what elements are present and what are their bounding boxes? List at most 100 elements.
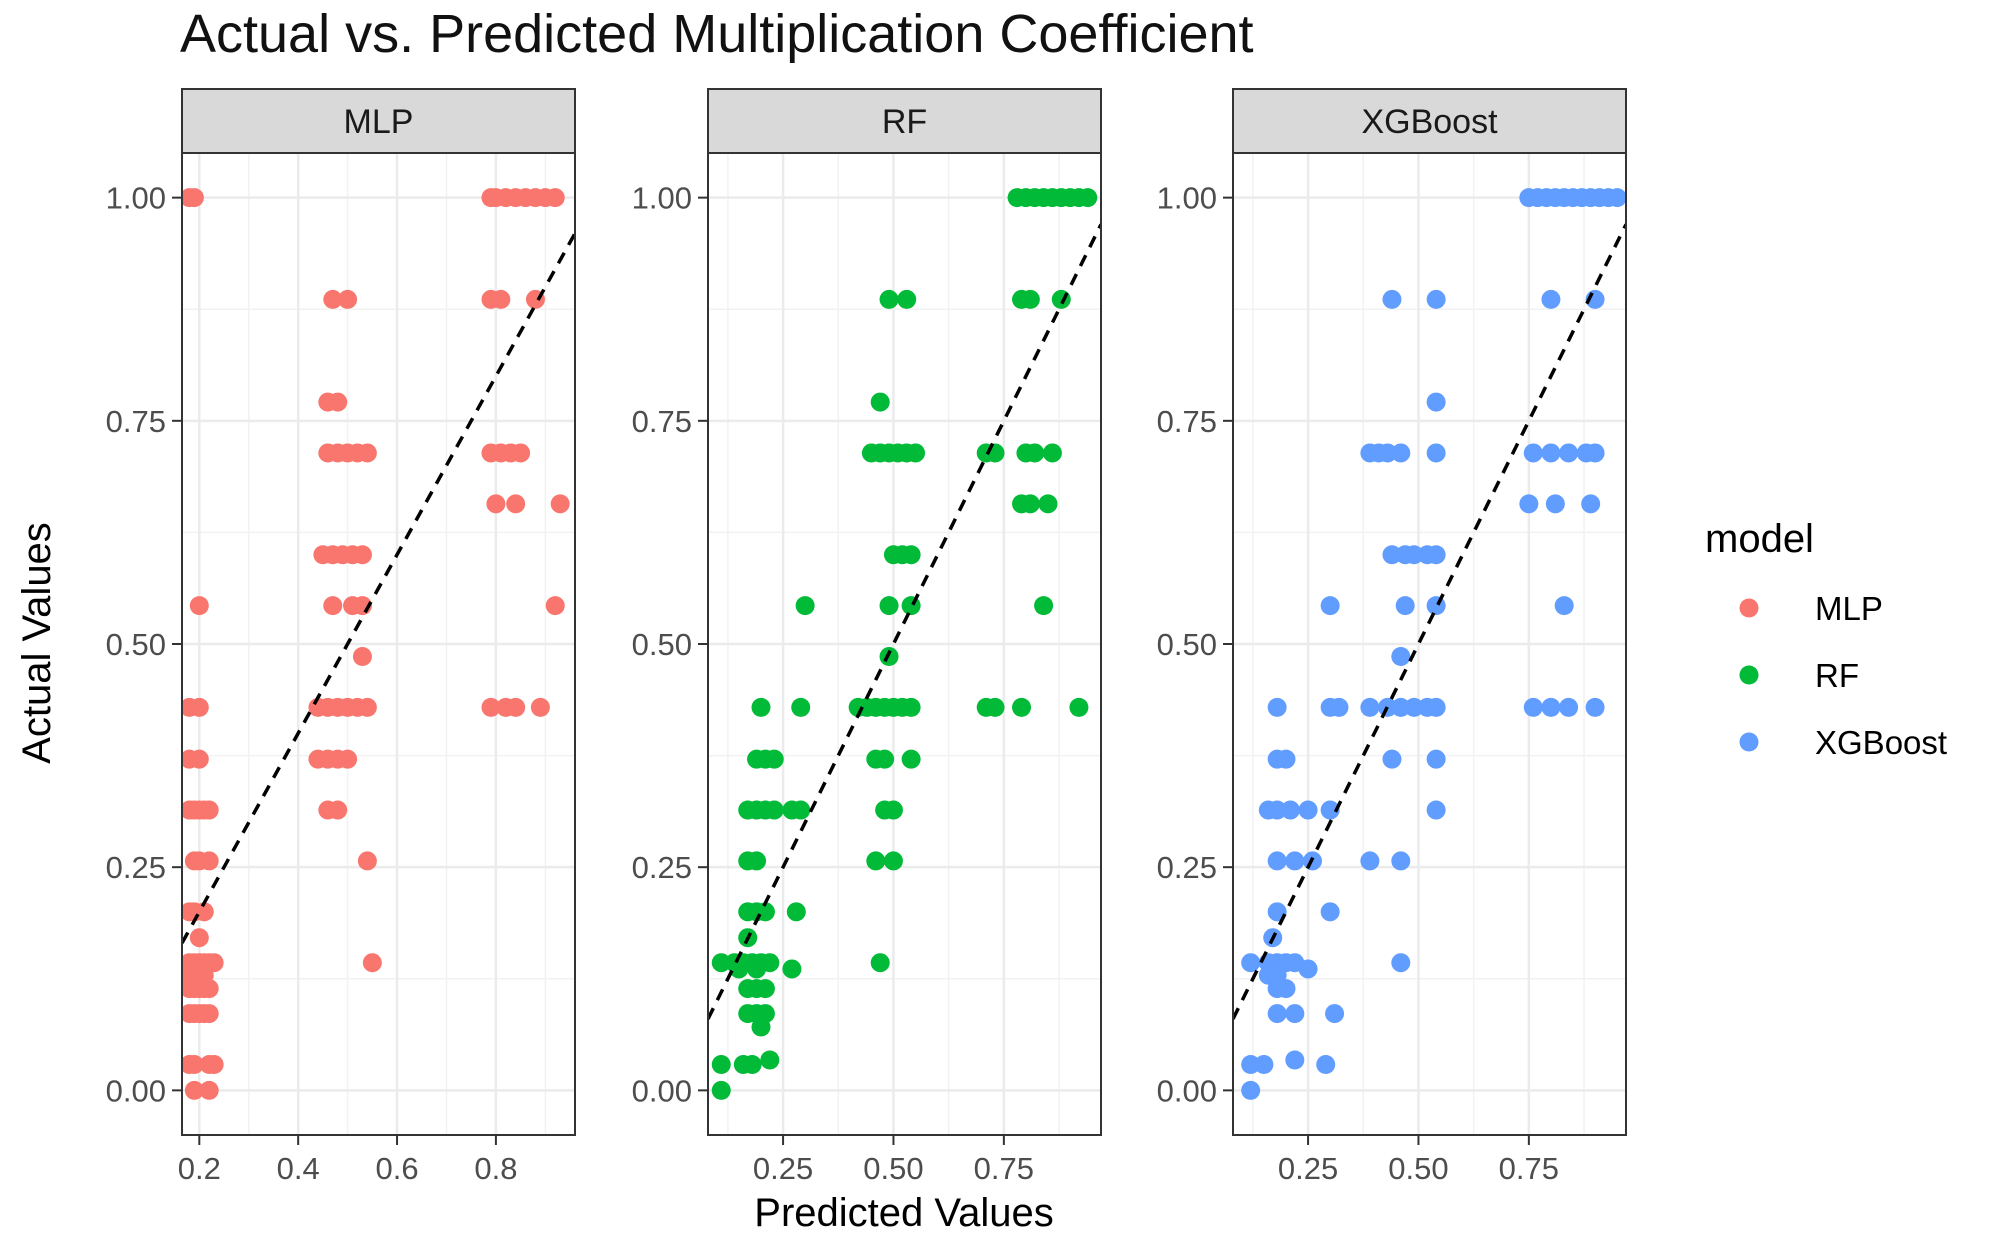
data-point [875,749,895,769]
data-point [782,959,802,979]
y-tick-label: 0.00 [1157,1073,1217,1108]
data-point [1078,188,1098,208]
y-tick-label: 1.00 [1157,181,1217,216]
data-point [1267,697,1287,717]
data-point [1042,443,1062,463]
data-point [1320,902,1340,922]
data-point [1426,392,1446,412]
data-point [1585,443,1605,463]
y-tick-label: 0.50 [106,627,166,662]
facet-strip-label: MLP [344,103,414,141]
data-point [1426,289,1446,309]
data-point [1585,697,1605,717]
x-tick-label: 0.6 [375,1151,418,1186]
legend-title: model [1705,517,1814,561]
data-point [906,443,926,463]
data-point [199,851,219,871]
data-point [189,928,209,948]
data-point [506,697,526,717]
data-point [204,1054,224,1074]
data-point [1426,545,1446,565]
data-point [1426,697,1446,717]
data-point [1020,494,1040,514]
data-point [184,1054,204,1074]
data-point [362,953,382,973]
data-point [189,697,209,717]
data-point [1267,800,1287,820]
data-point [901,697,921,717]
data-point [1276,749,1296,769]
data-point [760,1050,780,1070]
data-point [901,545,921,565]
data-point [199,979,219,999]
x-tick-label: 0.8 [474,1151,517,1186]
data-point [328,392,348,412]
data-point [1329,697,1349,717]
y-tick-label: 1.00 [106,181,166,216]
y-tick-label: 0.25 [106,850,166,885]
x-tick-label: 0.50 [1388,1151,1448,1186]
data-point [1581,494,1601,514]
data-point [199,1080,219,1100]
y-axis-title: Actual Values [15,522,59,764]
data-point [1025,443,1045,463]
y-tick-label: 0.25 [632,850,692,885]
data-point [711,953,731,973]
points-rf [711,188,1098,1100]
data-point [1395,596,1415,616]
data-point [751,1017,771,1037]
data-point [530,697,550,717]
data-point [323,289,343,309]
legend-key-mlp [1739,598,1759,618]
y-tick-label: 0.00 [106,1073,166,1108]
data-point [1541,443,1561,463]
data-point [184,188,204,208]
data-point [1241,1054,1261,1074]
data-point [747,851,767,871]
data-point [870,392,890,412]
data-point [1426,596,1446,616]
x-tick-label: 0.2 [178,1151,221,1186]
legend-label-mlp: MLP [1815,590,1883,627]
data-point [747,959,767,979]
facet-strip-label: RF [882,103,927,141]
data-point [1320,596,1340,616]
x-tick-label: 0.75 [1499,1151,1559,1186]
data-point [550,494,570,514]
data-point [1285,1004,1305,1024]
legend: model MLP RF XGBoost [1705,517,1947,761]
y-tick-label: 0.25 [1157,850,1217,885]
data-point [1267,965,1287,985]
data-point [1426,800,1446,820]
data-point [1316,1054,1336,1074]
data-point [1276,979,1296,999]
data-point [1607,188,1626,208]
data-point [1069,697,1089,717]
y-tick-label: 0.00 [632,1073,692,1108]
data-point [791,800,811,820]
data-point [328,800,348,820]
data-point [1254,1054,1274,1074]
data-point [357,851,377,871]
data-point [357,443,377,463]
data-point [866,851,886,871]
data-point [711,1080,731,1100]
data-point [357,697,377,717]
data-point [1012,697,1032,717]
data-point [764,800,784,820]
data-point [1360,851,1380,871]
data-point [1267,851,1287,871]
data-point [1541,697,1561,717]
data-point [486,494,506,514]
data-point [883,851,903,871]
data-point [491,289,511,309]
legend-label-rf: RF [1815,657,1859,694]
chart-panels: MLP 0.00 0.25 0.50 0.75 1.00 0.2 0.4 0.6 0.8 RF 0.0… [106,88,1627,1186]
legend-key-xgboost [1739,732,1759,752]
data-point [338,289,358,309]
data-point [1382,289,1402,309]
data-point [1051,289,1071,309]
reference-line [1233,223,1626,1020]
data-point [1545,494,1565,514]
data-point [1391,646,1411,666]
